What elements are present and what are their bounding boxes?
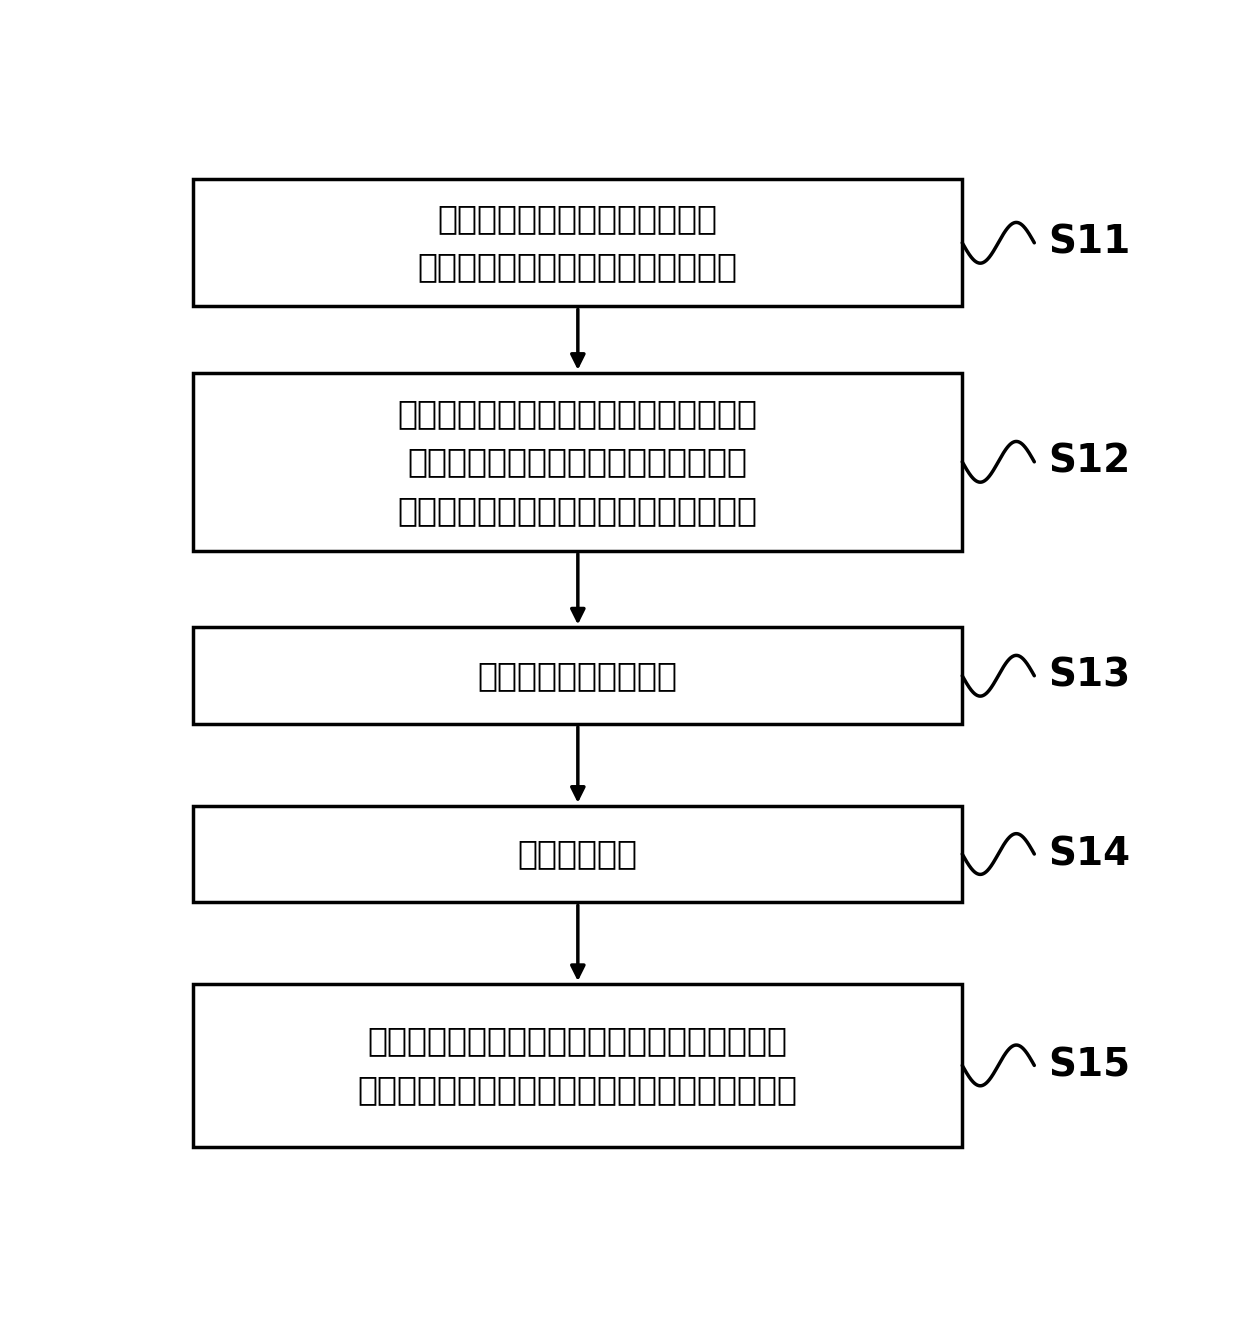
Bar [193, 984, 962, 1147]
Text: S11: S11 [1049, 224, 1131, 262]
Bar [193, 627, 962, 724]
Bar [193, 179, 962, 307]
Text: 系统开机上电: 系统开机上电 [518, 837, 637, 871]
Bar [193, 806, 962, 902]
Text: 主控单元读取存储单元中的系统配置文件，根据
用户指令执行操作，并根据配置参数调用数据文件: 主控单元读取存储单元中的系统配置文件，根据 用户指令执行操作，并根据配置参数调用… [358, 1024, 797, 1106]
Bar [193, 373, 962, 550]
Text: 断开上位机与接口单元: 断开上位机与接口单元 [477, 659, 678, 692]
Text: 在上位机上创建系统配置文件和
数据文件，并将文件保存为标准格式: 在上位机上创建系统配置文件和 数据文件，并将文件保存为标准格式 [418, 202, 738, 283]
Text: S12: S12 [1049, 443, 1131, 480]
Text: S13: S13 [1049, 656, 1131, 695]
Text: S14: S14 [1049, 835, 1131, 873]
Text: S15: S15 [1049, 1046, 1131, 1085]
Text: 将接口单元与上位机连接，通过接口单元
将配置文件和数据文件存储在存储单元
中的指定地址或目录，删除旧版配置文件: 将接口单元与上位机连接，通过接口单元 将配置文件和数据文件存储在存储单元 中的指… [398, 397, 758, 527]
